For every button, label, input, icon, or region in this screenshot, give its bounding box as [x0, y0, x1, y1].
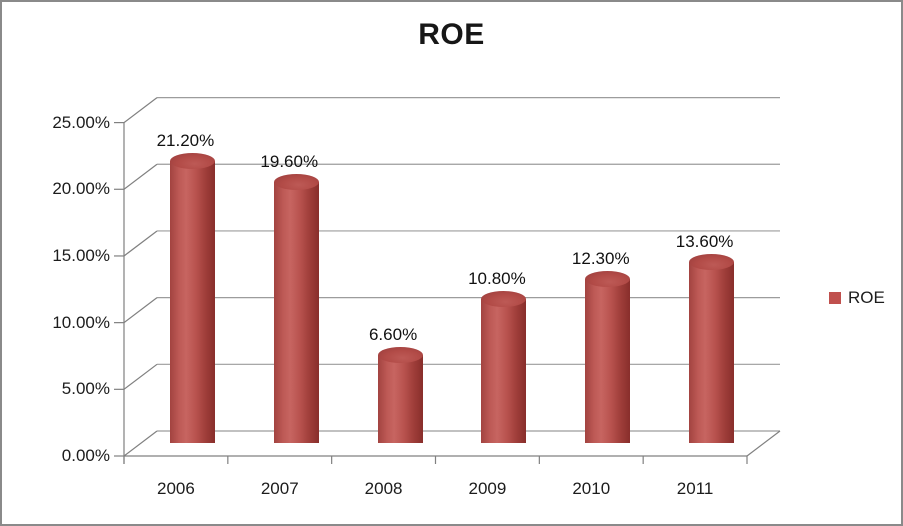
bar-cylinder-shaft	[585, 279, 631, 444]
depth-connector-line	[123, 230, 158, 257]
depth-connector-line	[123, 363, 158, 390]
legend: ROE	[829, 289, 885, 307]
x-axis-label: 2011	[676, 479, 714, 498]
bar-cylinder	[481, 291, 527, 451]
bar-data-label: 21.20%	[156, 130, 215, 150]
x-axis-label: 2009	[468, 479, 507, 498]
depth-connector-line	[123, 97, 158, 124]
depth-connector-line	[123, 163, 158, 190]
bar-cylinder-cap	[585, 271, 631, 288]
bar-cylinder	[585, 271, 631, 451]
bar-cylinder	[169, 152, 215, 452]
legend-swatch-icon	[829, 292, 841, 304]
y-axis-label: 15.00%	[52, 245, 110, 265]
depth-connector-line	[123, 297, 158, 324]
chart-title: ROE	[418, 18, 485, 51]
y-axis-label: 25.00%	[52, 112, 110, 132]
x-axis-label: 2007	[260, 479, 299, 498]
y-axis-label: 10.00%	[52, 312, 110, 332]
bar-cylinder-shaft	[377, 355, 423, 444]
bar-data-label: 6.60%	[368, 325, 418, 345]
bar-data-label: 12.30%	[571, 249, 630, 269]
y-axis-label: 20.00%	[52, 179, 110, 199]
x-axis-label: 2010	[572, 479, 611, 498]
bar-cylinder-cap	[481, 291, 527, 308]
bar-cylinder	[377, 347, 423, 451]
x-axis-label: 2008	[364, 479, 403, 498]
bar-cylinder-shaft	[481, 299, 527, 444]
legend-label: ROE	[848, 288, 885, 307]
bar-cylinder-shaft	[169, 160, 215, 444]
floor-right-edge	[746, 430, 781, 457]
bar-cylinder	[273, 174, 319, 451]
y-axis-label: 5.00%	[61, 379, 110, 399]
bar-cylinder	[689, 254, 735, 451]
bar-data-label: 10.80%	[468, 269, 526, 289]
bar-cylinder-cap	[169, 152, 215, 169]
y-axis-label: 0.00%	[61, 446, 110, 465]
x-axis-label: 2006	[156, 479, 195, 498]
bar-data-label: 13.60%	[675, 232, 734, 252]
bar-cylinder-cap	[273, 174, 319, 191]
bar-cylinder-cap	[689, 254, 735, 271]
bar-data-label: 19.60%	[260, 152, 319, 172]
depth-connector-line	[123, 430, 158, 457]
bar-cylinder-shaft	[273, 182, 319, 444]
bar-cylinder-shaft	[689, 262, 735, 444]
bar-cylinder-cap	[377, 347, 423, 364]
